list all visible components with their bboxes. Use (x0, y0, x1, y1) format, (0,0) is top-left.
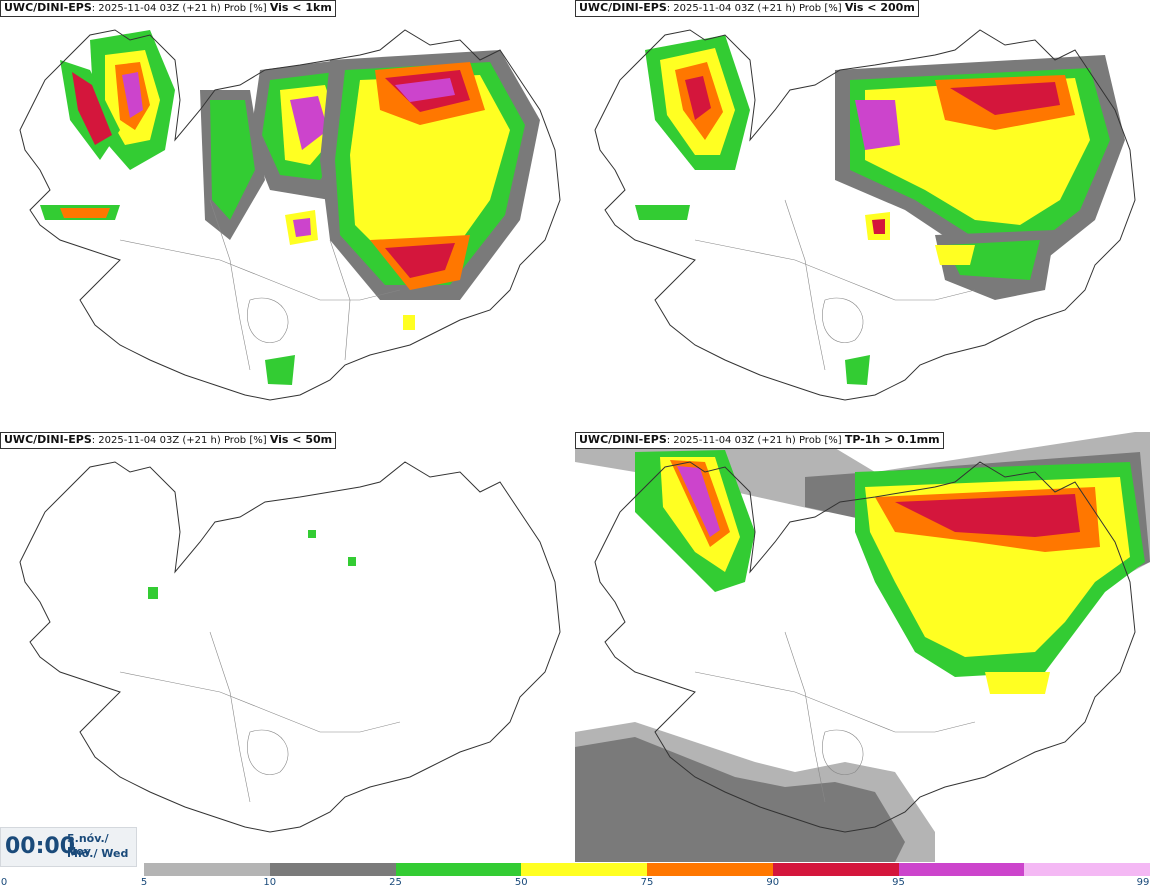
colorbar-tick-label: 25 (389, 877, 402, 888)
colorbar-segment (521, 863, 647, 876)
map-canvas (19, 461, 561, 833)
interior-boundaries (694, 199, 976, 371)
colorbar-tick-label: 5 (140, 877, 148, 888)
valid-date: 5.nóv./ Nov (67, 832, 109, 858)
map-panel-vis-200m: UWC/DINI-EPS: 2025-11-04 03Z (+21 h) Pro… (575, 0, 1150, 430)
model-name: UWC/DINI-EPS (4, 433, 92, 446)
panel-title: UWC/DINI-EPS: 2025-11-04 03Z (+21 h) Pro… (575, 432, 944, 449)
coastline (594, 461, 1136, 833)
colorbar-tick-label: 90 (766, 877, 780, 888)
probability-shading (40, 30, 540, 385)
colorbar-segment (1024, 863, 1150, 876)
model-name: UWC/DINI-EPS (4, 1, 92, 14)
variable-label: Vis < 200m (844, 1, 915, 14)
run-info: : 2025-11-04 03Z (+21 h) Prob [%] (91, 3, 267, 14)
probability-shading (148, 530, 356, 599)
run-info: : 2025-11-04 03Z (+21 h) Prob [%] (91, 435, 267, 446)
coastline (594, 29, 1136, 401)
colorbar-segment (395, 863, 522, 876)
map-panel-precip: UWC/DINI-EPS: 2025-11-04 03Z (+21 h) Pro… (575, 432, 1150, 862)
colorbar-segment (269, 863, 396, 876)
interior-boundaries (119, 199, 401, 371)
panel-title: UWC/DINI-EPS: 2025-11-04 03Z (+21 h) Pro… (575, 0, 919, 17)
variable-label: Vis < 1km (269, 1, 332, 14)
model-name: UWC/DINI-EPS (579, 1, 667, 14)
map-canvas (575, 432, 1150, 862)
panel-title: UWC/DINI-EPS: 2025-11-04 03Z (+21 h) Pro… (0, 432, 337, 449)
colorbar-segment (144, 863, 270, 876)
probability-shading (575, 432, 1150, 862)
probability-colorbar (144, 863, 1150, 876)
map-canvas (594, 29, 1136, 401)
map-panel-vis-1km: UWC/DINI-EPS: 2025-11-04 03Z (+21 h) Pro… (0, 0, 575, 430)
variable-label: Vis < 50m (269, 433, 333, 446)
colorbar-tick-label: 0 (0, 877, 8, 888)
model-name: UWC/DINI-EPS (579, 433, 667, 446)
colorbar-ticks: 0 5 10 25 50 75 90 95 99 (0, 877, 1150, 891)
colorbar-tick-label: 99 (1136, 877, 1150, 888)
interior-boundaries (694, 631, 976, 803)
colorbar-tick-label: 10 (263, 877, 277, 888)
panel-title: UWC/DINI-EPS: 2025-11-04 03Z (+21 h) Pro… (0, 0, 336, 17)
colorbar-tick-label: 50 (514, 877, 528, 888)
map-canvas (19, 29, 561, 401)
valid-weekday: Mið./ Wed (67, 847, 129, 860)
coastline (19, 29, 561, 401)
colorbar-tick-label: 75 (640, 877, 654, 888)
coastline (19, 461, 561, 833)
colorbar-tick-label: 95 (892, 877, 905, 888)
colorbar-segment (772, 863, 899, 876)
variable-label: TP-1h > 0.1mm (844, 433, 940, 446)
valid-time: 00:00 (5, 834, 76, 859)
run-info: : 2025-11-04 03Z (+21 h) Prob [%] (666, 435, 842, 446)
run-info: : 2025-11-04 03Z (+21 h) Prob [%] (666, 3, 842, 14)
probability-shading (635, 35, 1125, 385)
interior-boundaries (119, 631, 401, 803)
colorbar-segment (898, 863, 1025, 876)
map-panel-vis-50m: UWC/DINI-EPS: 2025-11-04 03Z (+21 h) Pro… (0, 432, 575, 862)
colorbar-segment (647, 863, 773, 876)
valid-time-box: 00:00 5.nóv./ Nov Mið./ Wed (0, 827, 137, 867)
